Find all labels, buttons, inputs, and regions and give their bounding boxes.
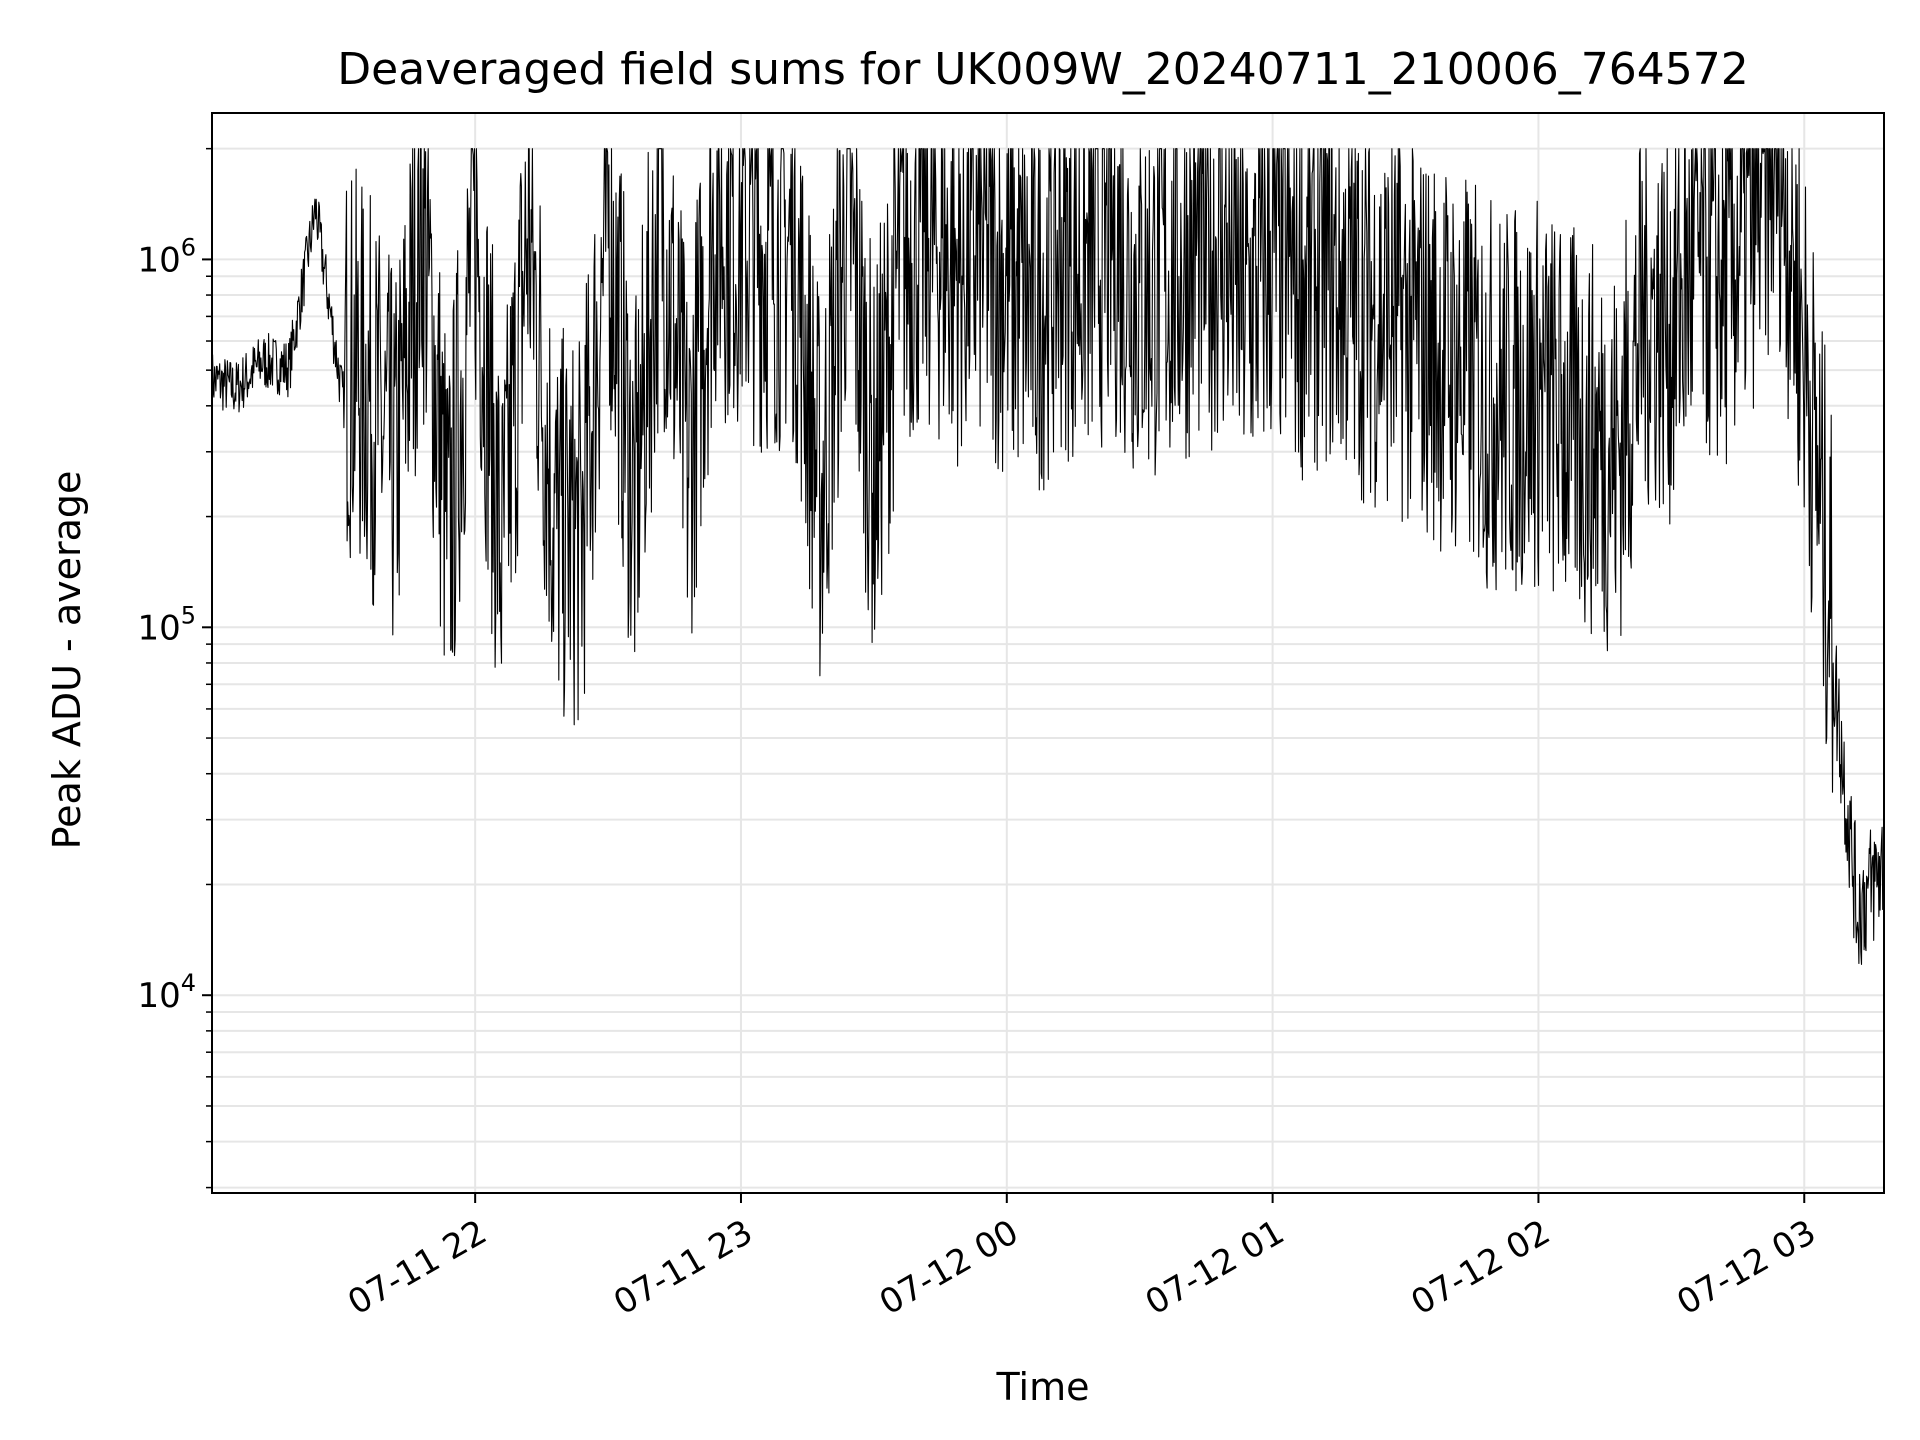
y-tick-label: 106 <box>137 233 196 280</box>
x-axis-label: Time <box>996 1365 1090 1409</box>
y-tick-exponent: 6 <box>181 233 196 261</box>
y-tick-base: 10 <box>137 976 180 1016</box>
y-tick-label: 105 <box>137 601 196 648</box>
y-tick-exponent: 5 <box>181 601 196 629</box>
y-tick-exponent: 4 <box>181 969 196 997</box>
series-line <box>211 148 1885 965</box>
plot-frame <box>211 112 1885 1194</box>
y-tick-base: 10 <box>137 240 180 280</box>
chart-title: Deaveraged field sums for UK009W_2024071… <box>337 44 1748 95</box>
y-tick-base: 10 <box>137 608 180 648</box>
y-axis-label: Peak ADU - average <box>45 471 89 850</box>
y-tick-label: 104 <box>137 969 196 1016</box>
series-layer <box>211 148 1885 965</box>
